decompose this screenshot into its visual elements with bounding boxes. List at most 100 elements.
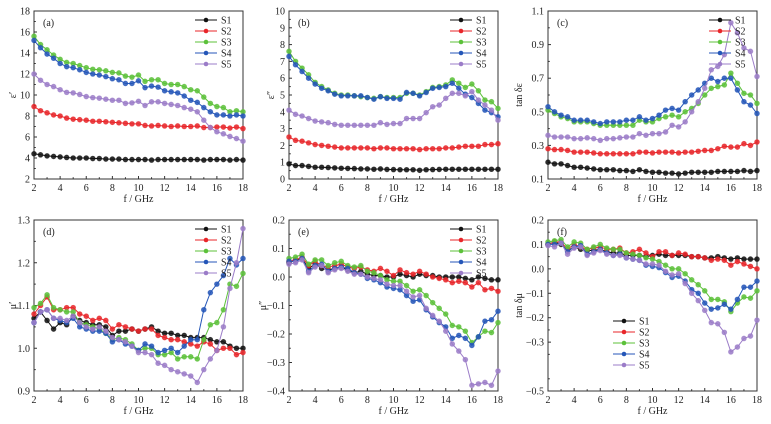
legend-marker — [717, 28, 723, 34]
data-point — [358, 166, 364, 172]
x-tick-label: 16 — [726, 395, 736, 406]
x-tick-label: 14 — [700, 395, 710, 406]
data-point — [734, 87, 741, 93]
data-point — [741, 140, 747, 147]
data-point — [475, 97, 482, 103]
data-point — [227, 113, 233, 119]
data-point — [610, 135, 617, 142]
data-point — [662, 114, 669, 120]
data-point — [116, 328, 122, 334]
y-tick-label: 8 — [280, 40, 285, 51]
data-point — [371, 269, 377, 276]
data-point — [623, 167, 630, 174]
series-line — [33, 73, 244, 142]
data-point — [617, 246, 623, 253]
y-tick-label: 12 — [20, 70, 30, 81]
y-tick-label: 14 — [20, 49, 30, 60]
data-point — [96, 95, 103, 101]
legend-label: S1 — [476, 225, 487, 236]
data-point — [754, 167, 760, 174]
legend-item-s5: S5 — [195, 60, 232, 71]
data-point — [168, 101, 174, 108]
data-point — [338, 165, 345, 172]
data-point — [129, 326, 135, 332]
data-point — [161, 88, 168, 94]
data-point — [122, 73, 129, 79]
data-point — [551, 146, 558, 153]
data-point — [545, 132, 551, 139]
x-tick-label: 6 — [84, 395, 89, 406]
data-point — [142, 78, 148, 85]
data-point — [344, 165, 351, 172]
data-point — [194, 88, 201, 94]
data-point — [649, 130, 656, 137]
data-point — [475, 88, 482, 94]
data-point — [187, 97, 194, 104]
data-point — [584, 246, 590, 253]
data-point — [558, 161, 564, 167]
data-point — [701, 92, 708, 98]
data-point — [181, 83, 188, 90]
x-tick-label: 18 — [493, 395, 503, 406]
data-point — [410, 115, 416, 122]
data-point — [558, 146, 564, 153]
legend-label: S5 — [221, 269, 232, 280]
x-tick-label: 2 — [287, 183, 292, 194]
data-point — [44, 110, 50, 116]
series-s5 — [286, 257, 501, 389]
data-point — [695, 169, 702, 176]
data-point — [181, 104, 188, 111]
data-point — [603, 245, 610, 251]
legend-label: S3 — [476, 38, 487, 49]
data-point — [89, 118, 96, 125]
data-point — [495, 288, 501, 295]
data-point — [31, 151, 37, 157]
data-point — [331, 165, 338, 171]
data-point — [181, 156, 188, 163]
data-point — [741, 261, 747, 267]
legend-label: S2 — [476, 27, 487, 38]
data-point — [207, 289, 214, 296]
data-point — [31, 71, 37, 77]
data-point — [456, 348, 462, 354]
data-point — [161, 123, 168, 129]
chart-panel-c: 2 4 6 8 10 12 14 16 18 0.1 0.3 0.5 0.7 0.9 1.1 f / GHz t… — [514, 7, 762, 206]
data-point — [220, 306, 227, 313]
data-point — [286, 107, 292, 113]
x-tick-label: 2 — [32, 183, 37, 194]
data-point — [728, 144, 734, 150]
data-point — [488, 285, 495, 292]
data-point — [122, 324, 129, 330]
series-s2 — [31, 103, 246, 132]
y-tick-label: 16 — [20, 28, 30, 39]
data-point — [558, 240, 564, 247]
data-point — [37, 152, 44, 158]
data-point — [747, 256, 754, 262]
data-point — [31, 37, 37, 44]
y-tick-label: −0.4 — [267, 387, 285, 398]
data-point — [734, 30, 741, 36]
legend-item-s4: S4 — [195, 258, 232, 269]
data-point — [715, 145, 721, 152]
data-point — [558, 134, 564, 140]
data-point — [564, 244, 571, 250]
data-point — [429, 145, 436, 152]
data-point — [682, 251, 688, 257]
data-point — [135, 156, 142, 163]
data-point — [207, 156, 214, 163]
data-point — [488, 329, 495, 336]
data-point — [669, 252, 675, 259]
data-point — [63, 115, 70, 121]
data-point — [623, 151, 630, 157]
data-point — [623, 134, 630, 140]
series-s5 — [286, 88, 501, 129]
data-point — [495, 117, 501, 123]
y-tick-label: −0.2 — [526, 313, 544, 324]
legend-label: S2 — [735, 27, 746, 38]
legend-item-s2: S2 — [709, 27, 746, 38]
data-point — [220, 112, 227, 118]
data-point — [325, 88, 331, 94]
data-point — [299, 138, 305, 144]
